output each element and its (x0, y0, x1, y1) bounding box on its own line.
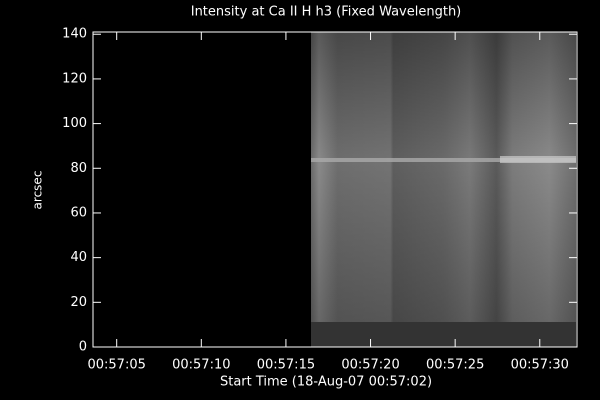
x-axis-label: Start Time (18-Aug-07 00:57:02) (220, 375, 432, 390)
plot-frame (92, 31, 578, 348)
y-tick-label: 80 (70, 161, 87, 176)
y-tick-label: 100 (62, 116, 87, 131)
x-tick-label: 00:57:25 (426, 358, 484, 373)
x-tick-label: 00:57:15 (257, 358, 315, 373)
y-tick-label: 20 (70, 295, 87, 310)
x-tick-label: 00:57:05 (87, 358, 145, 373)
y-tick-label: 60 (70, 205, 87, 220)
y-tick-label: 40 (70, 250, 87, 265)
y-tick-label: 140 (62, 27, 87, 42)
image (311, 32, 576, 347)
x-tick-label: 00:57:20 (341, 358, 399, 373)
x-tick-label: 00:57:10 (172, 358, 230, 373)
y-axis-label: arcsec (31, 171, 45, 210)
y-tick-label: 120 (62, 71, 87, 86)
chart-title: Intensity at Ca II H h3 (Fixed Wavelengt… (191, 5, 462, 20)
y-tick-label: 0 (79, 340, 87, 355)
x-tick-label: 00:57:30 (511, 358, 569, 373)
